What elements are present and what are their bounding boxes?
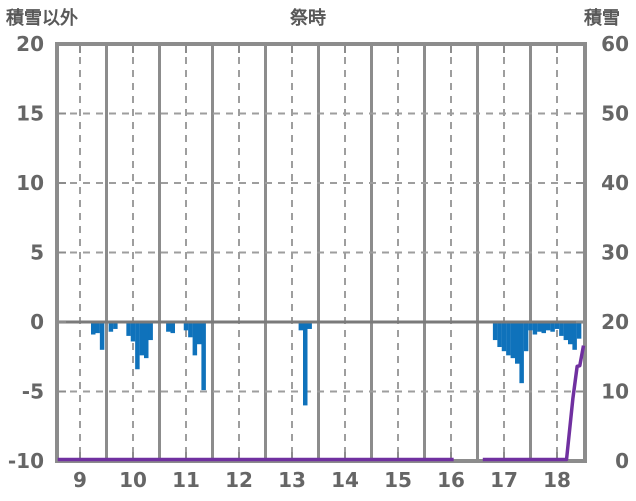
bar <box>497 322 502 348</box>
bar <box>541 322 546 334</box>
bar <box>545 322 551 331</box>
bar <box>568 322 573 345</box>
bar <box>108 322 114 332</box>
bar <box>576 322 582 339</box>
x-axis-tick-label: 16 <box>437 468 465 492</box>
bar <box>197 322 202 345</box>
bar <box>192 322 198 356</box>
left-axis-tick-label: 0 <box>30 310 44 334</box>
bar <box>91 322 96 335</box>
left-axis-tick-label: -10 <box>8 449 44 473</box>
left-axis-title: 積雪以外 <box>6 8 78 29</box>
bar <box>572 322 577 350</box>
bar <box>144 322 149 359</box>
bar <box>148 322 153 341</box>
bar <box>183 322 189 331</box>
left-axis-tick-label: 5 <box>30 241 44 265</box>
x-axis-tick-label: 17 <box>490 468 518 492</box>
x-axis-tick-label: 18 <box>543 468 571 492</box>
bar <box>126 322 131 336</box>
right-axis-tick-label: 10 <box>601 380 629 404</box>
bar <box>135 322 140 370</box>
x-axis-tick-label: 12 <box>225 468 253 492</box>
left-axis-tick-label: 20 <box>16 32 44 56</box>
bar <box>519 322 524 384</box>
right-axis-tick-label: 40 <box>601 171 629 195</box>
bar <box>532 322 538 335</box>
bar <box>130 322 136 342</box>
left-axis-tick-label: 15 <box>16 102 44 126</box>
x-axis-tick-label: 13 <box>278 468 306 492</box>
bar <box>99 322 105 350</box>
bar <box>537 322 542 332</box>
right-axis-tick-label: 50 <box>601 102 629 126</box>
x-axis-tick-label: 11 <box>172 468 200 492</box>
bar <box>550 322 555 332</box>
bar <box>201 322 206 391</box>
bar <box>501 322 507 352</box>
bar <box>95 322 100 334</box>
right-axis-title: 積雪 <box>584 8 620 29</box>
right-axis-tick-label: 60 <box>601 32 629 56</box>
bar <box>188 322 193 338</box>
bar <box>166 322 171 332</box>
right-axis-tick-label: 0 <box>615 449 629 473</box>
bar <box>298 322 304 331</box>
bar <box>139 322 145 356</box>
right-axis-tick-label: 30 <box>601 241 629 265</box>
bar <box>523 322 529 352</box>
bar <box>113 322 118 329</box>
bar <box>515 322 520 364</box>
bar <box>563 322 569 341</box>
bar <box>528 322 533 331</box>
bar <box>506 322 511 356</box>
bar <box>554 322 560 329</box>
right-axis-tick-label: 20 <box>601 310 629 334</box>
left-axis-tick-label: -5 <box>22 380 44 404</box>
x-axis-tick-label: 14 <box>331 468 359 492</box>
left-axis-tick-label: 10 <box>16 171 44 195</box>
bar <box>307 322 312 329</box>
snow-depth-line <box>482 345 586 462</box>
bar <box>170 322 175 334</box>
chart-title: 祭時 <box>290 8 326 29</box>
bar <box>510 322 516 359</box>
x-axis-tick-label: 10 <box>119 468 147 492</box>
x-axis-tick-label: 15 <box>384 468 412 492</box>
bar <box>303 322 308 406</box>
bar <box>559 322 564 336</box>
x-axis-tick-label: 9 <box>73 468 87 492</box>
bar <box>492 322 498 341</box>
